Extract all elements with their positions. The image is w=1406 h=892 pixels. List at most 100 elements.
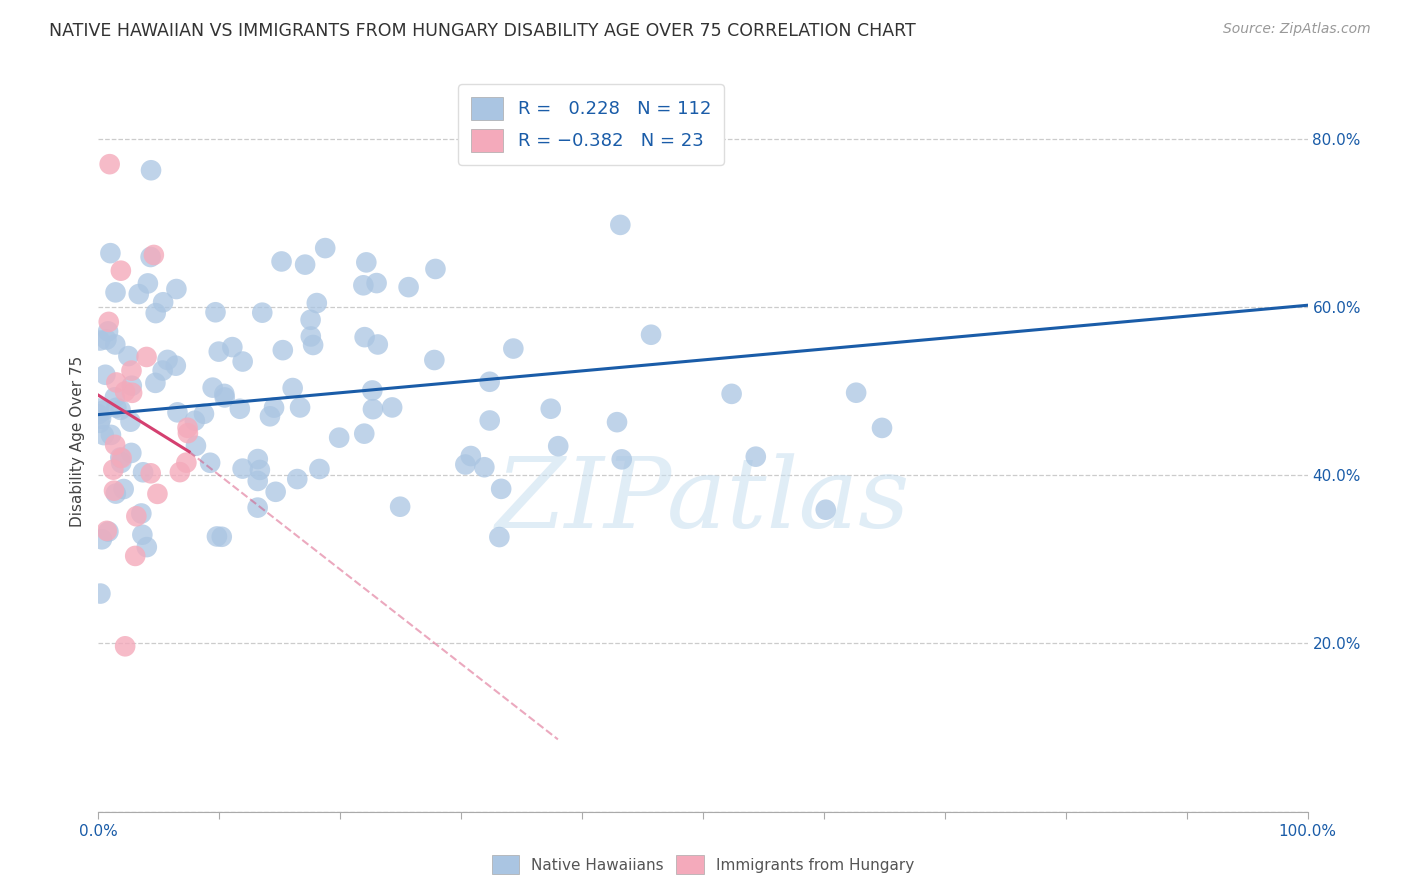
- Point: [165, 359, 187, 373]
- Point: [246, 474, 269, 488]
- Point: [87, 401, 110, 416]
- Point: [128, 287, 150, 301]
- Point: [299, 313, 322, 327]
- Point: [720, 387, 742, 401]
- Point: [104, 285, 127, 300]
- Point: [110, 456, 132, 470]
- Point: [105, 376, 128, 390]
- Point: [93, 428, 115, 442]
- Point: [100, 246, 122, 260]
- Point: [132, 465, 155, 479]
- Text: ZIPatlas: ZIPatlas: [496, 453, 910, 549]
- Point: [156, 352, 179, 367]
- Point: [208, 344, 231, 359]
- Point: [103, 463, 125, 477]
- Point: [146, 487, 169, 501]
- Point: [104, 390, 127, 404]
- Point: [489, 482, 512, 496]
- Point: [540, 401, 562, 416]
- Point: [425, 262, 447, 277]
- Point: [246, 452, 269, 467]
- Point: [845, 385, 868, 400]
- Point: [142, 248, 165, 262]
- Point: [89, 586, 111, 600]
- Point: [139, 163, 162, 178]
- Point: [110, 263, 132, 277]
- Point: [246, 500, 269, 515]
- Point: [201, 381, 224, 395]
- Point: [111, 450, 134, 465]
- Point: [139, 250, 162, 264]
- Point: [97, 315, 120, 329]
- Point: [131, 507, 153, 521]
- Point: [193, 407, 215, 421]
- Point: [145, 306, 167, 320]
- Point: [361, 384, 384, 398]
- Point: [478, 375, 501, 389]
- Point: [114, 384, 136, 399]
- Point: [488, 530, 510, 544]
- Point: [264, 484, 287, 499]
- Point: [112, 482, 135, 496]
- Point: [640, 327, 662, 342]
- Point: [121, 378, 143, 392]
- Point: [110, 450, 132, 465]
- Point: [285, 472, 308, 486]
- Point: [478, 413, 501, 427]
- Point: [214, 387, 236, 401]
- Point: [121, 364, 143, 378]
- Point: [381, 401, 404, 415]
- Point: [169, 465, 191, 479]
- Point: [104, 337, 127, 351]
- Text: Source: ZipAtlas.com: Source: ZipAtlas.com: [1223, 22, 1371, 37]
- Point: [352, 278, 374, 293]
- Point: [361, 402, 384, 417]
- Point: [131, 527, 153, 541]
- Point: [139, 467, 162, 481]
- Point: [117, 349, 139, 363]
- Point: [745, 450, 768, 464]
- Point: [502, 342, 524, 356]
- Point: [152, 295, 174, 310]
- Point: [89, 416, 111, 430]
- Point: [90, 533, 112, 547]
- Point: [125, 509, 148, 524]
- Point: [103, 483, 125, 498]
- Point: [97, 524, 120, 539]
- Point: [252, 306, 274, 320]
- Point: [270, 254, 292, 268]
- Point: [165, 282, 187, 296]
- Point: [460, 449, 482, 463]
- Point: [135, 350, 157, 364]
- Point: [229, 401, 252, 416]
- Point: [198, 456, 221, 470]
- Point: [398, 280, 420, 294]
- Point: [221, 340, 243, 354]
- Point: [96, 333, 118, 347]
- Legend: Native Hawaiians, Immigrants from Hungary: Native Hawaiians, Immigrants from Hungar…: [485, 849, 921, 880]
- Point: [120, 415, 142, 429]
- Point: [145, 376, 167, 390]
- Point: [135, 540, 157, 554]
- Point: [104, 438, 127, 452]
- Point: [288, 401, 311, 415]
- Point: [606, 415, 628, 429]
- Point: [94, 368, 117, 382]
- Point: [249, 463, 271, 477]
- Point: [870, 421, 893, 435]
- Point: [204, 305, 226, 319]
- Point: [184, 439, 207, 453]
- Point: [90, 411, 112, 425]
- Point: [105, 401, 128, 415]
- Point: [356, 255, 378, 269]
- Point: [353, 426, 375, 441]
- Point: [152, 363, 174, 377]
- Point: [104, 486, 127, 500]
- Point: [294, 258, 316, 272]
- Point: [423, 353, 446, 368]
- Legend: R =   0.228   N = 112, R = −0.382   N = 23: R = 0.228 N = 112, R = −0.382 N = 23: [458, 84, 724, 165]
- Point: [308, 462, 330, 476]
- Point: [299, 329, 322, 343]
- Point: [121, 385, 143, 400]
- Point: [232, 354, 254, 368]
